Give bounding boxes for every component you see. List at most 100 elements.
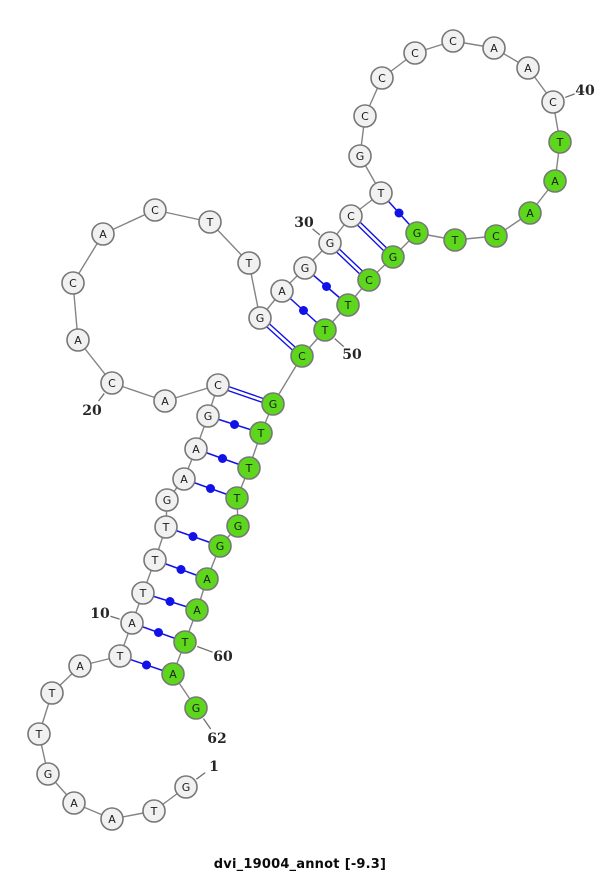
nucleotide-18-C: C [206, 373, 230, 397]
nucleotide-letter: T [116, 650, 124, 663]
nucleotide-letter: T [139, 587, 147, 600]
nucleotide-17-G: G [196, 404, 220, 428]
nucleotide-circle-annotated [195, 567, 219, 591]
nucleotide-letter: T [245, 462, 253, 475]
nucleotide-37-C: C [441, 29, 465, 53]
nucleotide-letter: T [162, 521, 170, 534]
structure-energy: [-9.3] [344, 857, 387, 872]
nucleotide-45-T: T [443, 228, 467, 252]
nucleotide-4-A: A [62, 791, 86, 815]
nucleotide-letter: T [377, 187, 385, 200]
nucleotide-letter: A [70, 797, 78, 810]
nucleotide-letter: T [206, 216, 214, 229]
bond-lines-layer [38, 40, 561, 820]
nucleotide-circle [482, 36, 506, 60]
nucleotide-55-T: T [225, 486, 249, 510]
nucleotide-circle [108, 644, 132, 668]
nucleotide-30-G: G [318, 231, 342, 255]
nucleotide-circle-annotated [173, 630, 197, 654]
position-tick [196, 645, 213, 653]
nucleotide-53-T: T [249, 421, 273, 445]
nucleotide-50-T: T [313, 318, 337, 342]
position-label-30: 30 [294, 215, 314, 231]
nucleotide-29-G: G [293, 256, 317, 280]
nucleotide-letter: A [193, 604, 201, 617]
nucleotide-letter: T [151, 554, 159, 567]
nucleotide-33-G: G [348, 144, 372, 168]
nucleotide-61-A: A [161, 662, 185, 686]
position-tick [196, 772, 206, 780]
nucleotide-circle [154, 515, 178, 539]
nucleotide-1-G: G [174, 775, 198, 799]
nucleotide-circle [198, 210, 222, 234]
nucleotide-31-C: C [339, 204, 363, 228]
nucleotide-letter: G [192, 702, 201, 715]
nucleotide-circle-annotated [484, 224, 508, 248]
nucleotide-circle [143, 198, 167, 222]
nucleotide-62-G: G [184, 696, 208, 720]
nucleotide-circle [370, 66, 394, 90]
nucleotide-44-C: C [484, 224, 508, 248]
position-label-20: 20 [82, 403, 102, 419]
nucleotide-letter: T [344, 299, 352, 312]
nucleotide-circle [237, 251, 261, 275]
nucleotide-21-A: A [66, 328, 90, 352]
nucleotide-circle [120, 611, 144, 635]
nucleotide-circle [403, 41, 427, 65]
nucleotide-39-A: A [516, 56, 540, 80]
nucleotide-letter: A [161, 395, 169, 408]
nucleotide-circle-annotated [405, 221, 429, 245]
nucleotide-circle [61, 271, 85, 295]
nucleotide-letter: C [411, 47, 419, 60]
nucleotide-22-C: C [61, 271, 85, 295]
base-pair-dot [176, 565, 186, 574]
nucleotide-circle [68, 654, 92, 678]
nucleotide-circle [36, 762, 60, 786]
nucleotide-letter: G [269, 398, 278, 411]
position-label-60: 60 [213, 649, 233, 665]
nucleotide-letter: A [278, 285, 286, 298]
nucleotide-letter: T [245, 257, 253, 270]
nucleotide-circle [172, 467, 196, 491]
nucleotide-letter: T [233, 492, 241, 505]
nucleotide-32-T: T [369, 181, 393, 205]
base-pair-dot [230, 420, 239, 429]
nucleotide-letter: A [128, 617, 136, 630]
position-label-62: 62 [207, 731, 226, 747]
position-label-50: 50 [342, 347, 362, 363]
nucleotide-circle [353, 104, 377, 128]
nucleotide-46-G: G [405, 221, 429, 245]
nucleotide-13-T: T [154, 515, 178, 539]
nucleotide-58-A: A [195, 567, 219, 591]
base-pair-dot [218, 454, 227, 463]
nucleotide-letter: A [551, 175, 559, 188]
nucleotide-14-G: G [155, 488, 179, 512]
nucleotide-49-T: T [336, 293, 360, 317]
nucleotide-10-A: A [120, 611, 144, 635]
nucleotide-letter: G [356, 150, 365, 163]
base-pair-dot [206, 484, 215, 493]
nucleotide-circle-annotated [184, 696, 208, 720]
nucleotide-circle-annotated [237, 456, 261, 480]
nucleotide-circle-annotated [225, 486, 249, 510]
nucleotide-circle [142, 799, 166, 823]
nucleotide-letter: T [48, 687, 56, 700]
position-label-40: 40 [575, 83, 595, 99]
nucleotide-circle [174, 775, 198, 799]
nucleotide-circle [143, 548, 167, 572]
nucleotide-letter: T [181, 636, 189, 649]
nucleotide-circle-annotated [357, 268, 381, 292]
nucleotides-layer: GTAAGTTATATTTGAAGCACACACTTGAGGCTGCCCCAAC… [27, 29, 572, 831]
nucleotide-letter: T [321, 324, 329, 337]
nucleotide-letter: A [74, 334, 82, 347]
nucleotide-11-T: T [131, 581, 155, 605]
nucleotide-2-T: T [142, 799, 166, 823]
nucleotide-letter: C [492, 230, 500, 243]
nucleotide-circle [153, 389, 177, 413]
nucleotide-letter: A [169, 668, 177, 681]
nucleotide-letter: G [216, 540, 225, 553]
base-pair-dot [165, 597, 175, 606]
base-pair-dot [299, 306, 308, 315]
nucleotide-56-G: G [226, 514, 250, 538]
